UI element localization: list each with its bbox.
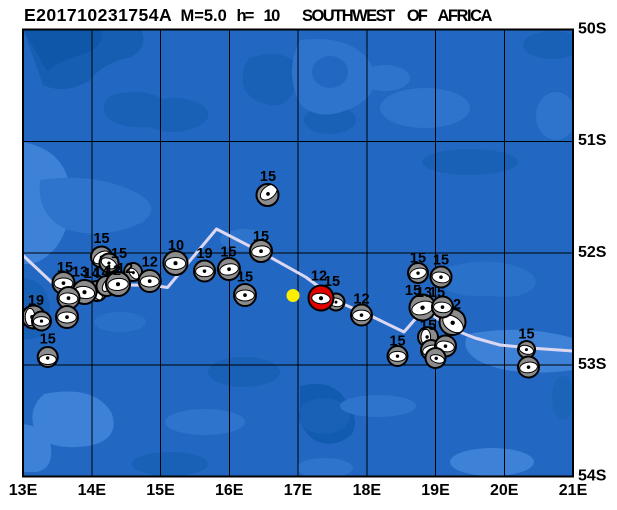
svg-text:13: 13 [72, 265, 88, 281]
svg-text:20E: 20E [490, 482, 519, 499]
svg-text:15: 15 [220, 245, 236, 261]
svg-text:51S: 51S [578, 132, 607, 149]
svg-text:21E: 21E [559, 482, 588, 499]
svg-text:15: 15 [389, 334, 405, 350]
svg-text:19: 19 [196, 246, 212, 262]
svg-text:15: 15 [260, 169, 276, 185]
svg-text:14E: 14E [78, 482, 107, 499]
svg-text:15: 15 [405, 283, 421, 299]
svg-text:15: 15 [111, 246, 127, 262]
svg-text:13E: 13E [9, 482, 38, 499]
svg-text:2: 2 [453, 297, 461, 313]
svg-text:10: 10 [168, 238, 184, 254]
svg-text:14: 14 [93, 265, 109, 281]
svg-text:12: 12 [117, 261, 133, 277]
svg-text:15: 15 [237, 270, 253, 286]
svg-text:15: 15 [433, 253, 449, 269]
svg-text:15: 15 [420, 318, 436, 334]
svg-text:53S: 53S [578, 356, 607, 373]
svg-text:54S: 54S [578, 468, 607, 485]
svg-text:17E: 17E [284, 482, 313, 499]
svg-text:19: 19 [28, 293, 44, 309]
svg-text:15: 15 [93, 231, 109, 247]
svg-text:15: 15 [40, 332, 56, 348]
svg-text:15: 15 [429, 285, 445, 301]
svg-text:16E: 16E [215, 482, 244, 499]
svg-text:18E: 18E [353, 482, 382, 499]
svg-text:15: 15 [57, 260, 73, 276]
svg-text:12: 12 [105, 263, 121, 279]
svg-text:15: 15 [324, 274, 340, 290]
svg-text:15E: 15E [146, 482, 175, 499]
svg-text:15: 15 [518, 327, 534, 343]
svg-text:15: 15 [410, 251, 426, 267]
svg-text:50S: 50S [578, 21, 607, 38]
svg-text:12: 12 [311, 269, 327, 285]
svg-text:14: 14 [83, 266, 99, 282]
svg-text:13: 13 [416, 285, 432, 301]
svg-text:12: 12 [142, 255, 158, 271]
svg-text:52S: 52S [578, 244, 607, 261]
svg-text:15: 15 [253, 229, 269, 245]
svg-text:12: 12 [353, 292, 369, 308]
svg-text:19E: 19E [421, 482, 450, 499]
